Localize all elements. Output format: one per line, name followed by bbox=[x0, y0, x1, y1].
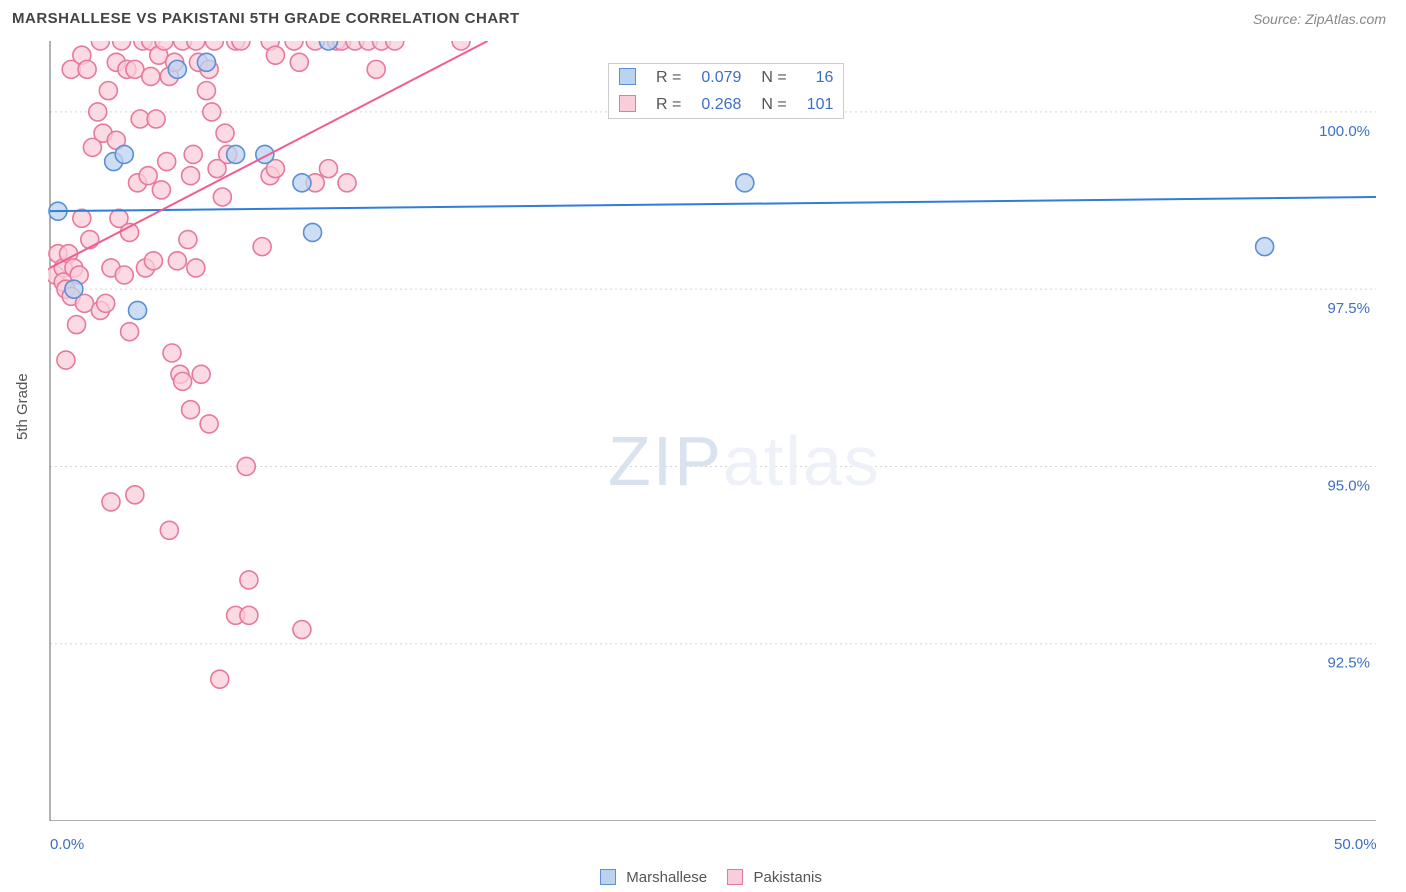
legend: Marshallese Pakistanis bbox=[0, 869, 1406, 886]
stats-row-series1: R =0.079 N =16 bbox=[609, 64, 843, 91]
legend-swatch-2-icon bbox=[727, 869, 743, 885]
series1-swatch-icon bbox=[619, 68, 636, 85]
stats-row-series2: R =0.268 N =101 bbox=[609, 91, 843, 118]
svg-text:92.5%: 92.5% bbox=[1327, 655, 1370, 672]
series1-r-value: 0.079 bbox=[691, 64, 751, 91]
legend-label-1: Marshallese bbox=[626, 869, 707, 886]
chart-title: MARSHALLESE VS PAKISTANI 5TH GRADE CORRE… bbox=[12, 10, 520, 27]
series2-r-value: 0.268 bbox=[691, 91, 751, 118]
series1-n-value: 16 bbox=[797, 64, 844, 91]
correlation-stats-box: R =0.079 N =16 R =0.268 N =101 bbox=[608, 63, 844, 119]
source-label: Source: ZipAtlas.com bbox=[1253, 11, 1386, 27]
scatter-chart: 92.5% 95.0% 97.5% 100.0% bbox=[48, 41, 1378, 821]
legend-label-2: Pakistanis bbox=[754, 869, 822, 886]
x-tick-label: 50.0% bbox=[1334, 836, 1377, 853]
x-tick-label: 0.0% bbox=[50, 836, 84, 853]
series2-n-value: 101 bbox=[797, 91, 844, 118]
svg-text:97.5%: 97.5% bbox=[1327, 300, 1370, 317]
svg-text:95.0%: 95.0% bbox=[1327, 477, 1370, 494]
legend-swatch-1-icon bbox=[600, 869, 616, 885]
series2-swatch-icon bbox=[619, 95, 636, 112]
y-axis-label: 5th Grade bbox=[14, 373, 31, 440]
chart-area: 92.5%95.0%97.5%100.0% ZIPatlas R =0.079 … bbox=[48, 41, 1378, 821]
svg-text:100.0%: 100.0% bbox=[1319, 123, 1370, 140]
